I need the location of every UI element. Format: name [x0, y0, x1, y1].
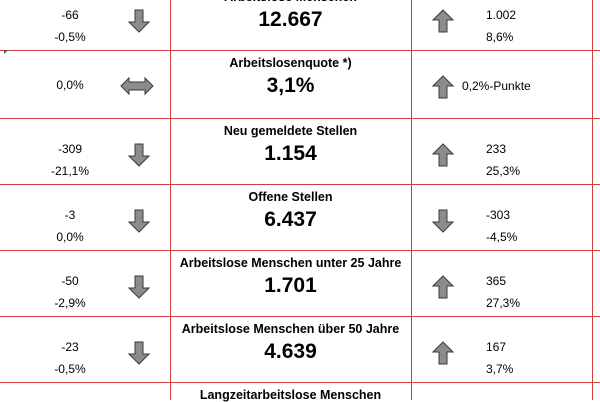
row-divider — [0, 118, 600, 119]
change-prev-year-pct: 3,7% — [486, 362, 514, 376]
change-prev-year-abs: 233 — [486, 142, 507, 156]
change-prev-month-abs: 0,0% — [56, 78, 84, 92]
up-arrow-icon — [432, 143, 454, 167]
indicator-value: 6.437 — [264, 208, 317, 231]
grid-line-outer-right — [592, 0, 593, 400]
grid-line-right — [411, 0, 412, 400]
down-arrow-icon — [128, 209, 150, 233]
up-arrow-icon — [432, 75, 454, 99]
down-arrow-icon — [432, 209, 454, 233]
row-divider — [0, 382, 600, 383]
up-arrow-icon — [432, 9, 454, 33]
change-prev-year-pct: -4,5% — [486, 230, 518, 244]
change-prev-year-abs: 167 — [486, 340, 507, 354]
down-arrow-icon — [128, 9, 150, 33]
row-divider — [0, 316, 600, 317]
row-divider — [0, 250, 600, 251]
indicator-title: Neu gemeldete Stellen — [223, 124, 358, 138]
change-prev-year-abs: 365 — [486, 274, 507, 288]
change-prev-month-abs: -3 — [64, 208, 76, 222]
change-prev-month-abs: -50 — [61, 274, 79, 288]
change-prev-year-abs: -303 — [486, 208, 511, 222]
up-arrow-icon — [432, 341, 454, 365]
indicator-value: 1.701 — [264, 274, 317, 297]
grid-line-left — [170, 0, 171, 400]
indicator-title: Arbeitslose Menschen unter 25 Jahre — [179, 256, 402, 270]
row-divider — [0, 50, 600, 51]
change-prev-month-pct: -2,9% — [54, 296, 86, 310]
change-prev-month-abs: -66 — [61, 8, 79, 22]
indicator-title: Arbeitslose Menschen — [170, 0, 411, 4]
change-prev-year-pct: 25,3% — [486, 164, 521, 178]
down-arrow-icon — [128, 143, 150, 167]
indicator-value: 1.154 — [264, 142, 317, 165]
change-prev-month-pct: -0,5% — [54, 30, 86, 44]
indicator-title: Langzeitarbeitslose Menschen — [199, 388, 382, 402]
up-arrow-icon — [432, 275, 454, 299]
indicator-title: Arbeitslose Menschen über 50 Jahre — [181, 322, 400, 336]
down-arrow-icon — [128, 341, 150, 365]
indicator-value: 3,1% — [266, 74, 315, 97]
change-prev-year-abs: 1.002 — [486, 8, 517, 22]
down-arrow-icon — [128, 275, 150, 299]
change-prev-month-pct: 0,0% — [56, 230, 84, 244]
indicator-value: 4.639 — [264, 340, 317, 363]
change-prev-month-abs: -309 — [57, 142, 83, 156]
change-prev-month-pct: -21,1% — [50, 164, 90, 178]
change-prev-month-pct: -0,5% — [54, 362, 86, 376]
change-prev-year-pct: 8,6% — [486, 30, 514, 44]
change-prev-year-abs: 0,2%-Punkte — [462, 79, 531, 93]
change-prev-year-pct: 27,3% — [486, 296, 521, 310]
corner-marker — [4, 50, 8, 54]
left-right-arrow-icon — [120, 76, 154, 96]
row-divider — [0, 184, 600, 185]
indicator-title: Offene Stellen — [248, 190, 333, 204]
indicator-title: Arbeitslosenquote *) — [229, 56, 352, 70]
indicator-value: 12.667 — [258, 8, 323, 31]
change-prev-month-abs: -23 — [61, 340, 79, 354]
